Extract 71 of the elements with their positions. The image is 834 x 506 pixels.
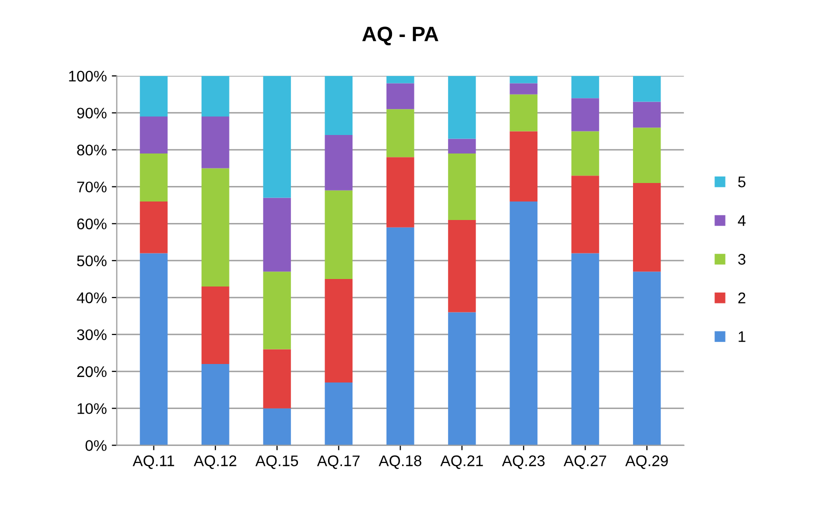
x-tick-label: AQ.23 [502,455,545,469]
bar [510,131,538,202]
bar [202,116,230,168]
bar [386,109,414,158]
legend-label: 3 [738,254,746,265]
bar [571,253,600,446]
bar [510,76,538,84]
bar [448,76,476,139]
bar [386,83,414,110]
bar [140,76,168,117]
bar [324,279,353,382]
bar [263,272,291,350]
x-tick-label: AQ.29 [625,455,668,469]
y-tick-label: 80% [77,144,106,156]
y-tick-label: 100% [69,70,106,82]
bar [571,131,600,176]
bar [202,286,230,364]
x-tick-label: AQ.27 [564,455,606,469]
bar [448,138,476,154]
bar [263,408,291,446]
chart-title: AQ - PA [362,26,438,46]
x-tick-label: AQ.15 [255,455,298,469]
bar [202,364,230,446]
bar [510,201,538,446]
bar [140,201,168,254]
legend-label: 4 [738,215,746,226]
bar [140,153,168,202]
bar [633,76,661,102]
bar [324,382,353,446]
bar [510,83,538,94]
bar [633,183,661,272]
legend-label: 1 [738,331,746,342]
bar [263,76,291,198]
x-tick-label: AQ.18 [378,455,422,469]
y-tick-label: 0% [86,440,106,451]
y-tick-label: 40% [76,292,106,304]
bar [571,98,600,132]
bar [263,349,291,408]
bar [324,76,353,135]
legend-label: 2 [738,292,746,304]
bar [386,76,414,84]
x-tick-label: AQ.12 [194,455,236,469]
bar [140,253,168,446]
legend-label: 5 [738,176,746,188]
bar [571,76,600,98]
bar [448,153,476,220]
y-tick-label: 10% [78,403,106,414]
bar [448,220,476,312]
y-tick-label: 50% [77,255,106,266]
bar [633,102,661,128]
x-tick-label: AQ.21 [440,455,483,469]
bar [448,312,476,446]
bar [324,190,353,280]
y-tick-label: 30% [77,329,106,340]
bar [202,168,230,286]
bar [202,76,230,117]
y-tick-label: 90% [77,108,106,119]
y-tick-label: 20% [77,366,106,378]
bar [386,227,414,446]
y-tick-label: 70% [77,182,106,192]
bar [510,94,538,132]
x-tick-label: AQ.11 [132,455,174,469]
bar [324,135,353,190]
bar [633,128,661,184]
y-tick-label: 60% [77,218,106,230]
bar [571,176,600,254]
bar [633,272,661,446]
bar [386,157,414,228]
bar [263,198,291,272]
bar [140,116,168,154]
x-tick-label: AQ.17 [317,455,360,469]
